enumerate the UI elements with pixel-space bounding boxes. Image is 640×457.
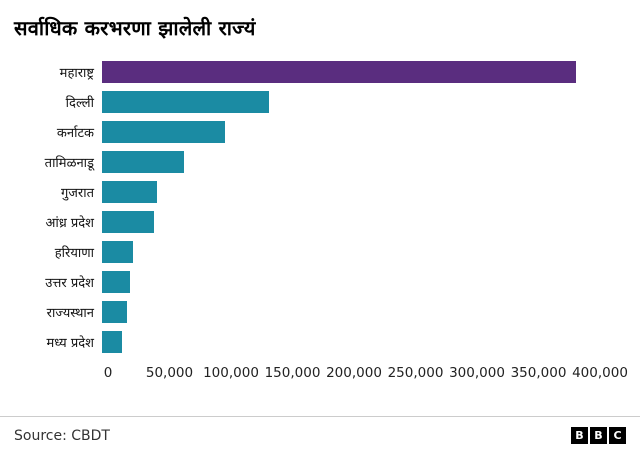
bbc-logo-letter: C (609, 427, 626, 444)
bar-row: दिल्ली (6, 87, 640, 117)
x-tick-label: 300,000 (449, 365, 505, 381)
bar (102, 301, 127, 323)
bar (102, 91, 270, 113)
bar-label: तामिळनाडू (44, 156, 94, 171)
chart-title: सर्वाधिक करभरणा झालेली राज्यं (14, 16, 256, 40)
x-axis: 0 50,000 100,000 150,000 200,000 250,000 300,0… (104, 365, 640, 385)
bar-label: उत्तर प्रदेश (45, 276, 94, 291)
x-tick-label: 250,000 (387, 365, 444, 381)
bar-row: हरियाणा (6, 237, 640, 267)
x-tick-label: 200,000 (326, 365, 382, 381)
bar (102, 121, 225, 143)
bar (102, 181, 158, 203)
bar (102, 271, 131, 293)
bar-row: महाराष्ट्र (6, 57, 640, 87)
bbc-logo: B B C (571, 427, 626, 444)
x-tick-label: 0 (103, 365, 113, 381)
bar-label: दिल्ली (65, 96, 94, 111)
x-tick-label: 50,000 (145, 365, 194, 381)
bar-row: मध्य प्रदेश (6, 327, 640, 357)
bar-row: उत्तर प्रदेश (6, 267, 640, 297)
bar-row: तामिळनाडू (6, 147, 640, 177)
bar (102, 331, 122, 353)
bar-chart: महाराष्ट्र दिल्ली कर्नाटक तामिळनाडू गुजरात आं… (6, 57, 640, 385)
bar (102, 151, 185, 173)
x-tick-label: 100,000 (203, 365, 259, 381)
source-text: Source: CBDT (14, 427, 110, 444)
bar-row: कर्नाटक (6, 117, 640, 147)
bar-label: गुजरात (60, 186, 94, 201)
bar-rows: महाराष्ट्र दिल्ली कर्नाटक तामिळनाडू गुजरात आं… (6, 57, 640, 357)
bar-label: कर्नाटक (56, 126, 94, 141)
chart-footer: Source: CBDT B B C (0, 416, 640, 457)
x-tick-label: 350,000 (510, 365, 567, 381)
bar-row: राज्यस्थान (6, 297, 640, 327)
bar (102, 241, 133, 263)
bar-label: हरियाणा (54, 246, 94, 261)
bbc-logo-letter: B (571, 427, 588, 444)
x-tick-label: 150,000 (264, 365, 321, 381)
bar-row: आंध्र प्रदेश (6, 207, 640, 237)
bar-row: गुजरात (6, 177, 640, 207)
bar-label: राज्यस्थान (46, 306, 94, 321)
bar (102, 211, 154, 233)
bbc-logo-letter: B (590, 427, 607, 444)
bar-label: मध्य प्रदेश (46, 336, 94, 351)
bar-label: आंध्र प्रदेश (45, 216, 94, 231)
bar-label: महाराष्ट्र (59, 66, 94, 81)
x-tick-label: 400,000 (572, 365, 628, 381)
bar (102, 61, 576, 83)
